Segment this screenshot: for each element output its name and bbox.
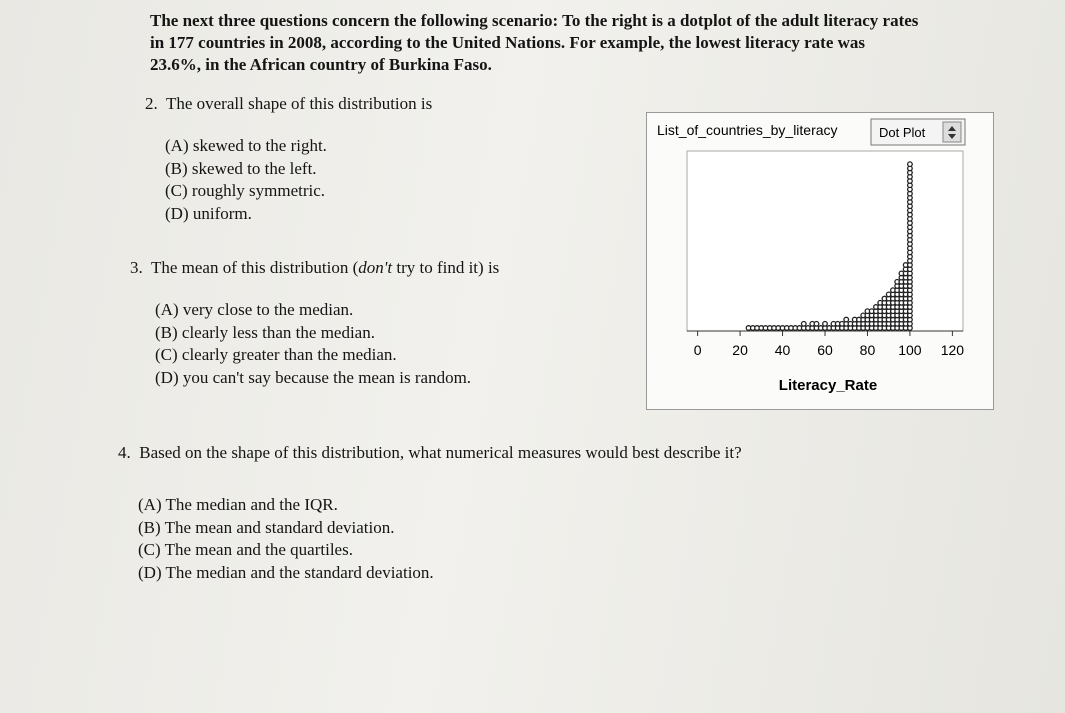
menu-arrows[interactable]: [942, 121, 962, 143]
question: 3. The mean of this distribution (don't …: [130, 257, 499, 389]
question-number: 4.: [118, 443, 131, 462]
prompt-text: The overall shape of this distribution i…: [165, 94, 433, 113]
question-number: 2.: [145, 94, 158, 113]
option: (C) clearly greater than the median.: [155, 345, 397, 364]
question-prompt: 4. Based on the shape of this distributi…: [118, 442, 742, 464]
question: 2. The overall shape of this distributio…: [145, 93, 432, 225]
question: 4. Based on the shape of this distributi…: [118, 442, 742, 584]
plot-type-label: Dot Plot: [879, 125, 926, 140]
menu-arrow-icon: [948, 126, 956, 139]
option: (B) The mean and standard deviation.: [138, 517, 395, 537]
x-tick-label: 20: [732, 342, 748, 358]
option: (B) skewed to the left.: [165, 158, 317, 178]
dot: [822, 320, 828, 327]
dot: [800, 320, 807, 327]
option: (D) uniform.: [165, 203, 252, 223]
x-tick-label: 80: [860, 342, 876, 358]
option: (D) The median and the standard deviatio…: [138, 562, 434, 582]
x-axis-label: Literacy_Rate: [779, 377, 877, 394]
intro: The next three questions concern the fol…: [150, 11, 919, 74]
dotplot: List_of_countries_by_literacy Dot Plot L…: [657, 118, 966, 394]
dotplot-panel: List_of_countries_by_literacy Dot Plot L…: [646, 112, 994, 410]
option: (B) clearly less than the median.: [155, 322, 375, 342]
question-number: 3.: [130, 258, 143, 277]
option: (A) The median and the IQR.: [138, 495, 338, 514]
prompt-text: try to find it) is: [392, 258, 500, 277]
prompt-emphasis: don't: [358, 258, 393, 277]
prompt-text: Based on the shape of this distribution,…: [139, 443, 742, 462]
option: (C) The mean and the quartiles.: [138, 540, 353, 559]
x-tick-label: 100: [898, 342, 922, 358]
question-prompt: 2. The overall shape of this distributio…: [145, 93, 432, 115]
option: (A) skewed to the right.: [165, 136, 327, 155]
option: (D) you can't say because the mean is ra…: [155, 367, 472, 387]
dot: [906, 161, 913, 168]
x-tick-label: 60: [817, 342, 833, 358]
question-prompt: 3. The mean of this distribution (don't …: [130, 257, 499, 279]
dot: [813, 320, 820, 327]
x-tick-label: 40: [775, 342, 791, 358]
option: (A) very close to the median.: [155, 300, 354, 319]
chart-title: List_of_countries_by_literacy: [657, 122, 838, 138]
x-tick-label: 120: [941, 342, 965, 358]
option: (C) roughly symmetric.: [165, 181, 326, 200]
dot: [843, 316, 850, 323]
prompt-text: The mean of this distribution (: [150, 258, 359, 277]
plot-area: [686, 150, 964, 332]
x-tick-label: 0: [694, 342, 702, 358]
